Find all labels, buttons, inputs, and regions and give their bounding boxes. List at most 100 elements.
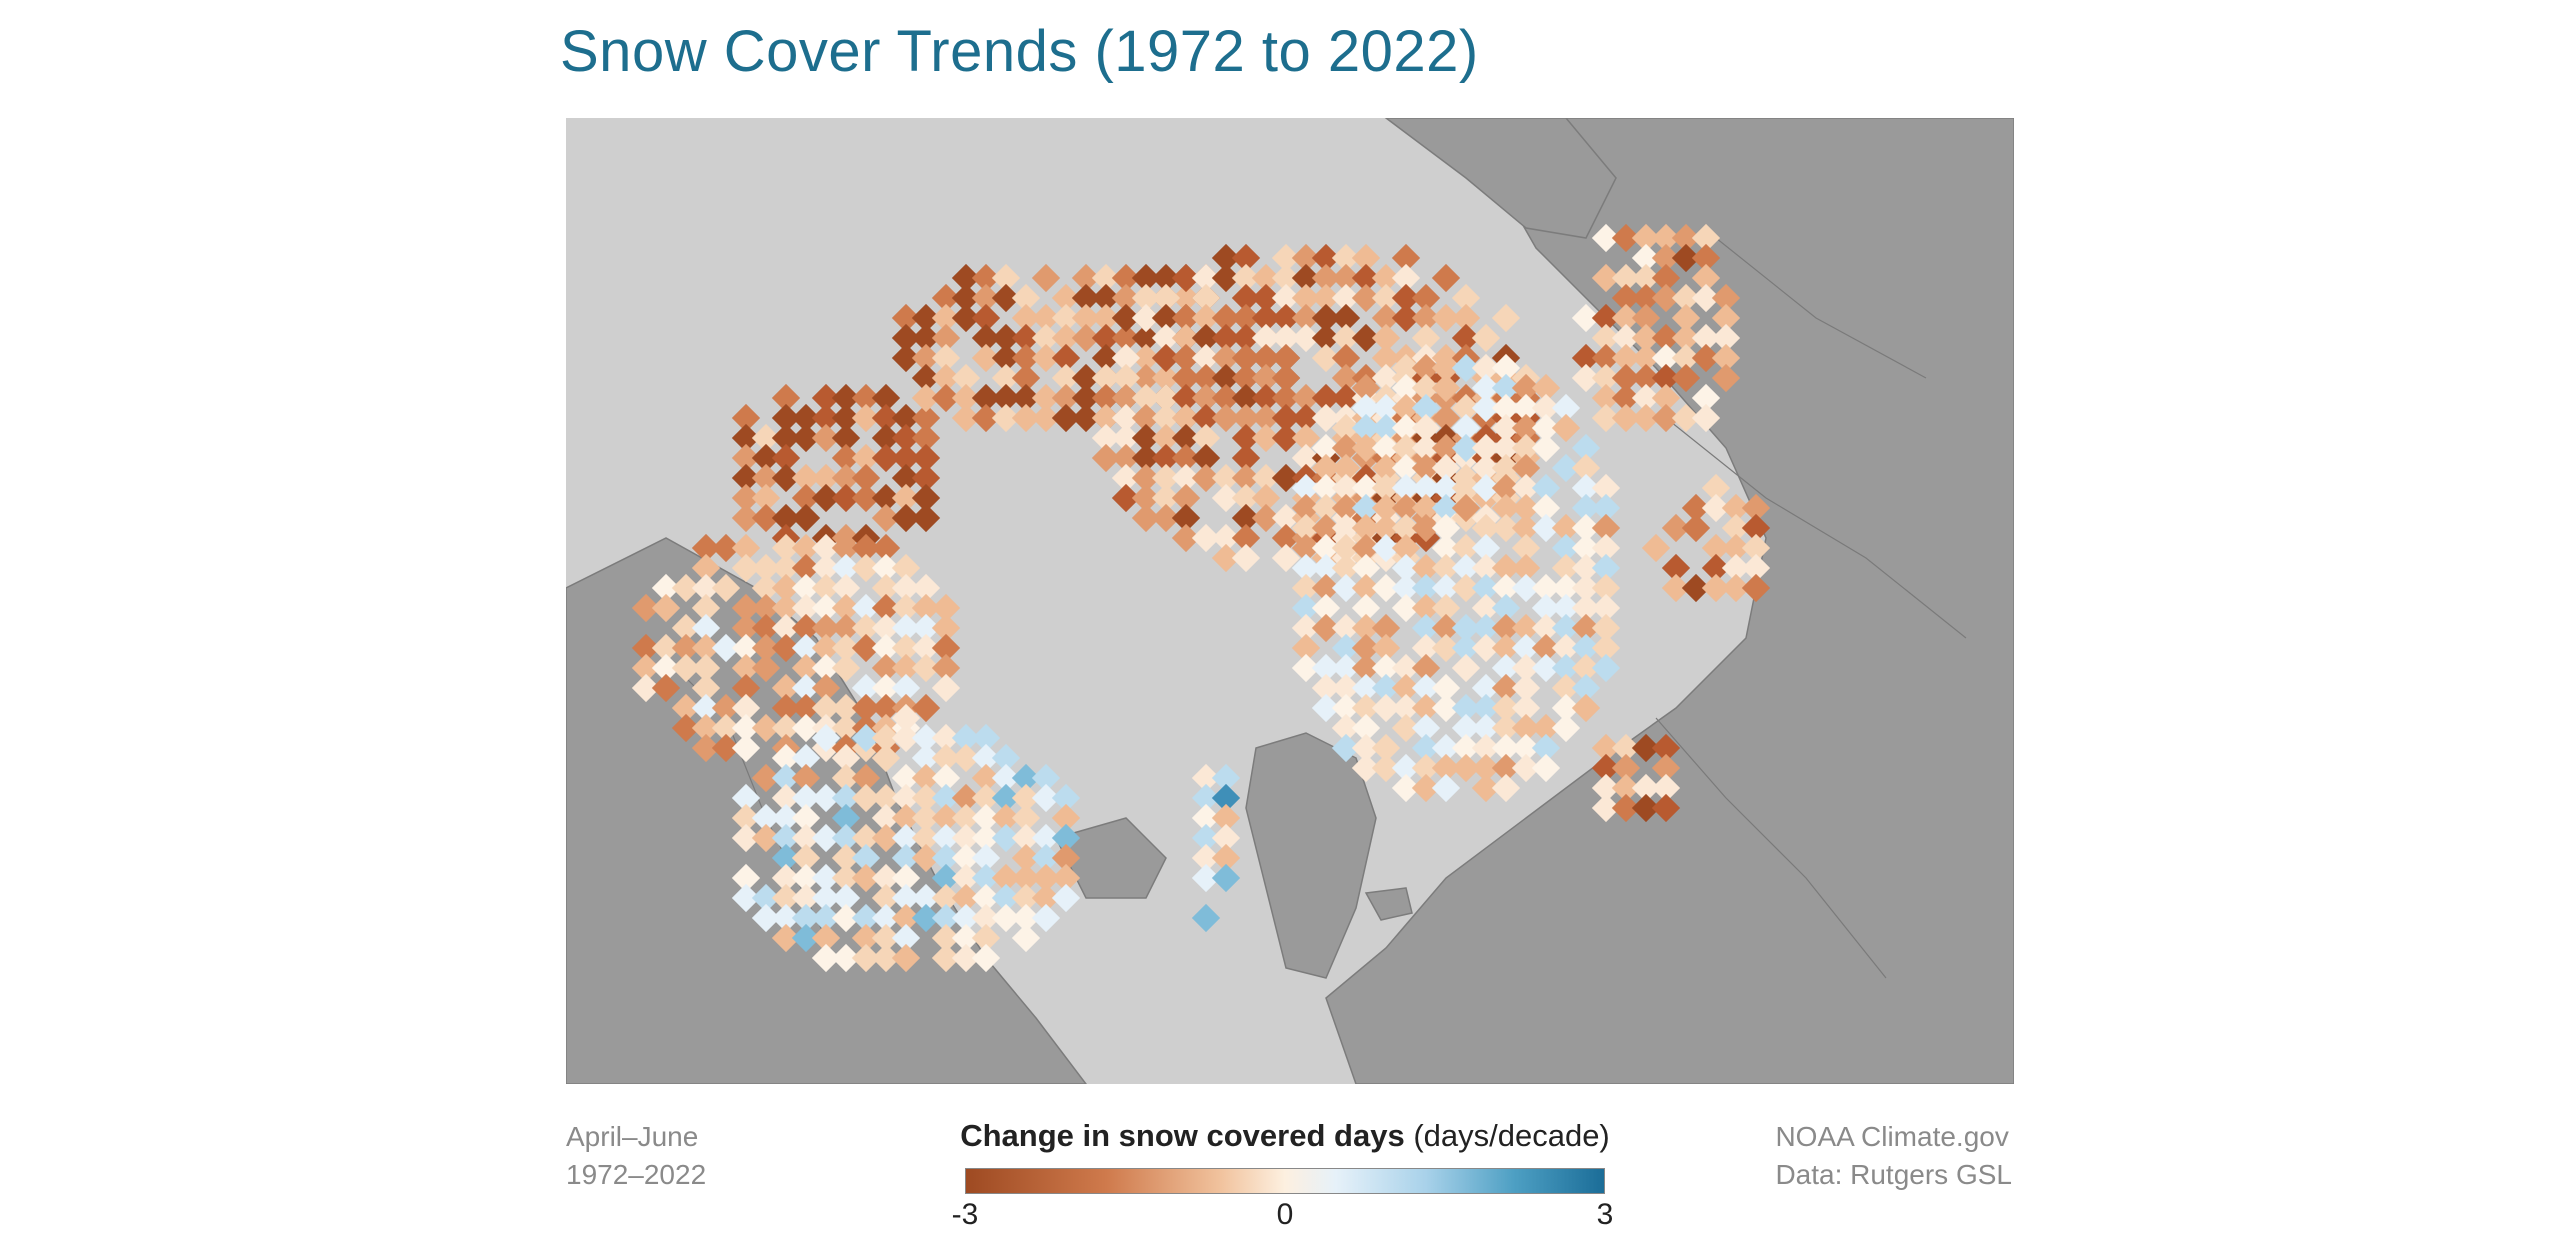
trend-cell (1331, 473, 1361, 503)
trend-cell (931, 743, 961, 773)
trend-cell (1471, 553, 1501, 583)
trend-cell (1511, 633, 1541, 663)
trend-cell (791, 763, 821, 793)
trend-cell (1111, 403, 1141, 433)
trend-cell (1171, 343, 1201, 373)
trend-cell (1251, 383, 1281, 413)
trend-cell (1371, 633, 1401, 663)
trend-cell (1631, 323, 1661, 353)
trend-cell (1231, 323, 1261, 353)
legend-tick-mid: 0 (1276, 1198, 1294, 1231)
trend-cell (1371, 343, 1401, 373)
trend-cell (1131, 283, 1161, 313)
trend-cell (1351, 433, 1381, 463)
trend-cell (1591, 753, 1621, 783)
trend-cell (691, 613, 721, 643)
trend-cell (891, 783, 921, 813)
trend-cell (1311, 573, 1341, 603)
trend-cell (1741, 513, 1771, 543)
trend-cell (731, 633, 761, 663)
trend-cell (1091, 323, 1121, 353)
trend-cell (1721, 513, 1751, 543)
trend-cell (1391, 653, 1421, 683)
trend-cell (1331, 653, 1361, 683)
trend-cell (811, 693, 841, 723)
trend-cell (991, 763, 1021, 793)
trend-cell (1571, 363, 1601, 393)
trend-cell (1391, 263, 1421, 293)
trend-cell (1651, 733, 1681, 763)
trend-cell (1351, 473, 1381, 503)
trend-cell (911, 443, 941, 473)
trend-cell (1471, 693, 1501, 723)
trend-cell (1681, 513, 1711, 543)
trend-cell (1271, 363, 1301, 393)
trend-cell (1091, 383, 1121, 413)
trend-cell (751, 573, 781, 603)
trend-cell (1251, 263, 1281, 293)
trend-cell (971, 863, 1001, 893)
trend-cell (1511, 753, 1541, 783)
trend-cell (1411, 553, 1441, 583)
trend-cell (1211, 383, 1241, 413)
trend-cell (1011, 763, 1041, 793)
trend-cell (771, 443, 801, 473)
trend-cell (1531, 413, 1561, 443)
trend-cell (1331, 283, 1361, 313)
trend-cell (1371, 433, 1401, 463)
trend-cell (1371, 693, 1401, 723)
trend-cell (911, 403, 941, 433)
trend-cell (1091, 283, 1121, 313)
trend-cell (1031, 783, 1061, 813)
trend-cell (931, 903, 961, 933)
trend-cell (1741, 553, 1771, 583)
trend-cell (1351, 553, 1381, 583)
trend-cell (811, 383, 841, 413)
trend-cell (831, 823, 861, 853)
trend-cell (1691, 243, 1721, 273)
trend-cell (1171, 323, 1201, 353)
trend-cell (931, 383, 961, 413)
trend-cell (1211, 823, 1241, 853)
trend-cell (1701, 493, 1731, 523)
trend-cell (871, 653, 901, 683)
trend-cell (1351, 693, 1381, 723)
trend-cell (1511, 733, 1541, 763)
trend-cell (1431, 733, 1461, 763)
trend-cell (1511, 413, 1541, 443)
trend-cell (851, 723, 881, 753)
trend-cell (1571, 493, 1601, 523)
trend-cell (1411, 473, 1441, 503)
trend-cell (1661, 553, 1691, 583)
trend-cell (771, 823, 801, 853)
trend-cell (1411, 453, 1441, 483)
trend-cell (1231, 243, 1261, 273)
trend-cell (1491, 433, 1521, 463)
trend-cell (931, 943, 961, 973)
trend-cell (1351, 513, 1381, 543)
trend-cell (1291, 283, 1321, 313)
trend-cell (771, 553, 801, 583)
trend-cell (1211, 363, 1241, 393)
trend-cell (811, 883, 841, 913)
siberia-east-land (1384, 118, 1617, 239)
trend-cell (991, 323, 1021, 353)
trend-cell (1191, 283, 1221, 313)
trend-cell (1631, 793, 1661, 823)
trend-cell (1291, 473, 1321, 503)
trend-cell (831, 483, 861, 513)
trend-cell (831, 693, 861, 723)
trend-cell (1411, 353, 1441, 383)
trend-cell (1351, 493, 1381, 523)
trend-cell (1411, 653, 1441, 683)
trend-cell (971, 723, 1001, 753)
trend-cell (771, 593, 801, 623)
trend-cell (1171, 443, 1201, 473)
trend-cell (891, 503, 921, 533)
trend-cell (791, 923, 821, 953)
trend-cell (1191, 783, 1221, 813)
trend-cell (1031, 823, 1061, 853)
trend-cell (1051, 403, 1081, 433)
trend-cell (831, 573, 861, 603)
trend-cell (851, 483, 881, 513)
